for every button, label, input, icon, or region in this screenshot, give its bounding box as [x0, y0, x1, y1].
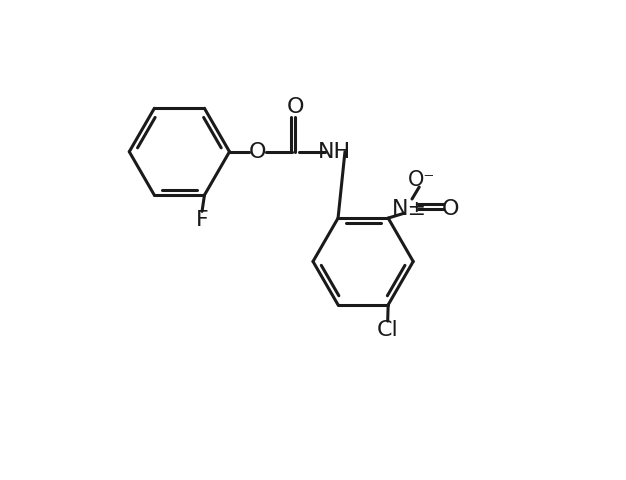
Text: Cl: Cl — [376, 320, 398, 340]
Text: O: O — [287, 97, 304, 117]
Text: F: F — [196, 210, 208, 230]
Text: O: O — [249, 142, 266, 162]
Text: NH: NH — [318, 142, 351, 162]
Text: O: O — [441, 199, 459, 218]
Text: O⁻: O⁻ — [408, 170, 435, 190]
Text: N±: N± — [392, 199, 427, 218]
